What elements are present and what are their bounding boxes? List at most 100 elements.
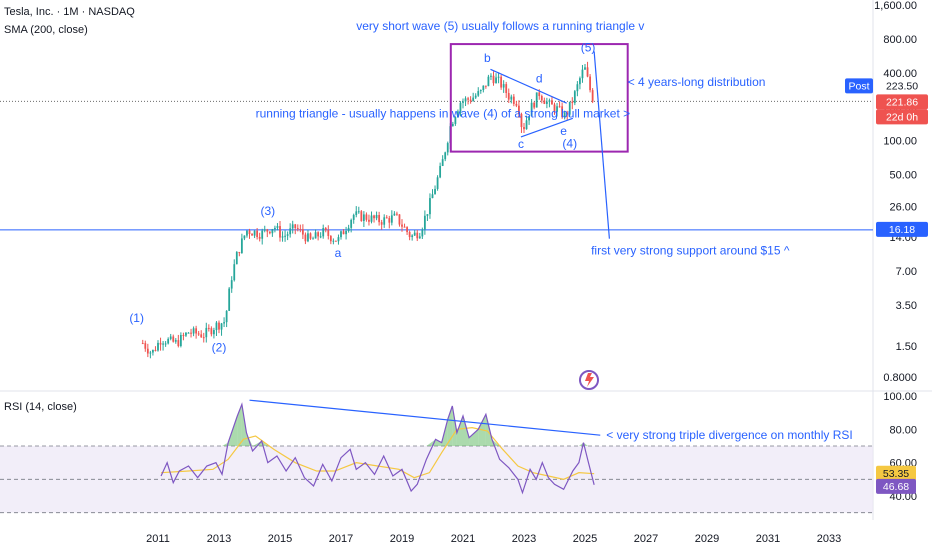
- candle-body: [558, 106, 561, 108]
- rsi-overbought-fill: [447, 406, 453, 446]
- candle-body: [525, 120, 528, 130]
- candle-body: [490, 75, 492, 77]
- candle-body: [225, 310, 228, 323]
- candle-body: [299, 229, 302, 231]
- candle-body: [584, 67, 586, 70]
- rsi-divergence-line[interactable]: [249, 399, 601, 436]
- tradingview-logo-icon[interactable]: [579, 370, 599, 390]
- candle-body: [205, 327, 208, 338]
- candle-body: [548, 100, 551, 102]
- post-price-badge-text: 223.50: [886, 80, 918, 92]
- candle-body: [202, 337, 205, 339]
- candle-body: [281, 236, 284, 238]
- candle-body: [182, 335, 185, 337]
- candle-body: [487, 76, 490, 87]
- candle-body: [141, 343, 144, 345]
- candle-body: [352, 214, 355, 220]
- candle-body: [324, 228, 327, 231]
- candle-body: [411, 235, 414, 238]
- candle-body: [469, 99, 472, 102]
- candle-body: [263, 229, 266, 231]
- support-badge: [876, 221, 928, 237]
- candle-body: [301, 229, 304, 235]
- candle-body: [192, 328, 195, 334]
- distribution-box[interactable]: [449, 43, 629, 153]
- rsi-tick-label: 40.00: [889, 491, 917, 503]
- candle-body: [502, 84, 505, 88]
- countdown-badge: [876, 109, 928, 125]
- candle-body: [492, 75, 495, 84]
- annotation-text: first very strong support around $15 ^: [591, 243, 790, 257]
- price-tick-label: 1.50: [896, 341, 917, 353]
- price-tick-label: 26.00: [889, 202, 917, 214]
- candle-body: [309, 233, 312, 239]
- projection-line[interactable]: [593, 51, 610, 239]
- rsi-indicator-label[interactable]: RSI (14, close): [4, 401, 77, 413]
- candle-body: [497, 76, 500, 78]
- candle-body: [345, 231, 347, 235]
- candle-body: [246, 230, 248, 236]
- post-badge-text: Post: [848, 80, 869, 92]
- triangle-upper-line[interactable]: [490, 68, 567, 104]
- candle-body: [162, 343, 164, 345]
- candle-body: [218, 322, 220, 330]
- candle-body: [436, 177, 439, 189]
- annotation-text: < 4 years-long distribution: [628, 75, 766, 89]
- candle-body: [167, 338, 170, 344]
- candle-body: [586, 67, 589, 77]
- candle-body: [342, 231, 345, 235]
- annotation-text: running triangle - usually happens in wa…: [256, 107, 631, 121]
- candle-body: [459, 102, 462, 112]
- candle-body: [472, 97, 475, 102]
- candle-body: [416, 232, 419, 239]
- candle-body: [406, 227, 408, 233]
- price-tick-label: 3.50: [896, 300, 917, 312]
- time-tick-label: 2017: [329, 533, 353, 545]
- candle-body: [543, 100, 546, 104]
- candle-body: [213, 330, 215, 335]
- symbol-title: Tesla, Inc. · 1M · NASDAQ: [4, 6, 135, 18]
- candle-body: [177, 340, 180, 347]
- candle-body: [401, 224, 403, 227]
- candle-body: [474, 95, 477, 98]
- candle-body: [535, 92, 538, 108]
- candle-body: [398, 214, 401, 225]
- candle-body: [365, 214, 368, 220]
- candle-body: [286, 234, 289, 236]
- candle-body: [495, 77, 497, 84]
- wave-label: (4): [562, 137, 577, 151]
- candle-body: [446, 143, 449, 153]
- candle-body: [385, 217, 388, 219]
- candle-body: [307, 233, 309, 242]
- triangle-lower-line[interactable]: [520, 117, 574, 138]
- candle-body: [185, 332, 187, 336]
- candle-body: [240, 238, 243, 253]
- lightning-icon: [585, 373, 594, 387]
- sma-indicator-label[interactable]: SMA (200, close): [4, 24, 88, 36]
- candle-body: [355, 211, 358, 215]
- wave-label: c: [518, 137, 524, 151]
- candle-body: [576, 84, 579, 92]
- candle-body: [284, 235, 286, 237]
- rsi-badge-text: 46.68: [883, 481, 909, 493]
- candle-body: [304, 234, 307, 242]
- candle-body: [200, 334, 203, 338]
- candle-body: [515, 103, 518, 106]
- rsi-tick-label: 80.00: [889, 424, 917, 436]
- candle-body: [566, 112, 569, 115]
- price-tick-label: 7.00: [896, 266, 917, 278]
- wave-label: a: [335, 246, 342, 260]
- candle-body: [195, 328, 198, 334]
- candle-body: [388, 218, 391, 223]
- wave-label: (5): [581, 40, 596, 54]
- candle-body: [390, 215, 393, 223]
- time-tick-label: 2025: [573, 533, 597, 545]
- candle-body: [370, 215, 373, 222]
- candle-body: [317, 232, 320, 237]
- candle-body: [579, 78, 581, 85]
- candle-body: [251, 234, 253, 236]
- rsi-line: [160, 402, 595, 495]
- candle-body: [187, 332, 190, 334]
- rsi-overbought-fill: [252, 441, 262, 446]
